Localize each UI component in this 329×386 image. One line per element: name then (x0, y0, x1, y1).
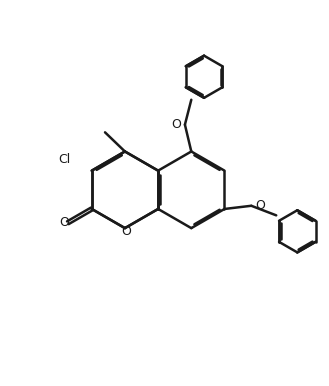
Text: O: O (171, 118, 181, 131)
Text: O: O (60, 216, 70, 229)
Text: O: O (255, 199, 265, 212)
Text: O: O (122, 225, 132, 238)
Text: Cl: Cl (58, 153, 70, 166)
